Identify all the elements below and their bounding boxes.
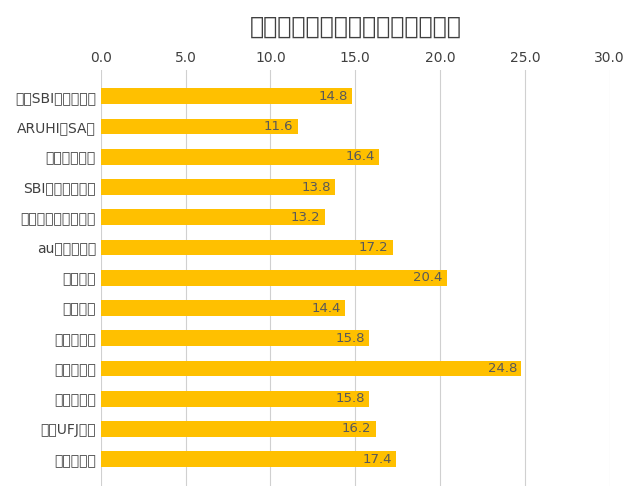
Text: 15.8: 15.8	[335, 332, 365, 345]
Text: 16.4: 16.4	[346, 150, 375, 163]
Text: 14.4: 14.4	[312, 302, 341, 315]
Bar	[101, 270, 447, 286]
Bar	[101, 421, 376, 437]
Text: 17.4: 17.4	[362, 453, 392, 466]
Bar	[101, 300, 345, 316]
Text: 13.2: 13.2	[291, 211, 321, 224]
Text: 24.8: 24.8	[488, 362, 517, 375]
Bar	[101, 89, 352, 104]
Text: 20.4: 20.4	[413, 271, 443, 284]
Bar	[101, 149, 379, 165]
Bar	[101, 361, 522, 376]
Bar	[101, 209, 324, 225]
Bar	[101, 391, 369, 407]
Text: 16.2: 16.2	[342, 422, 371, 435]
Bar	[101, 239, 392, 256]
Title: 使いやすそうな住宅ローンである: 使いやすそうな住宅ローンである	[250, 15, 461, 39]
Text: 17.2: 17.2	[359, 241, 388, 254]
Text: 11.6: 11.6	[264, 120, 293, 133]
Text: 13.8: 13.8	[301, 180, 331, 193]
Bar	[101, 330, 369, 346]
Text: 15.8: 15.8	[335, 392, 365, 405]
Text: 14.8: 14.8	[318, 90, 348, 103]
Bar	[101, 451, 396, 467]
Bar	[101, 119, 298, 134]
Bar	[101, 179, 335, 195]
